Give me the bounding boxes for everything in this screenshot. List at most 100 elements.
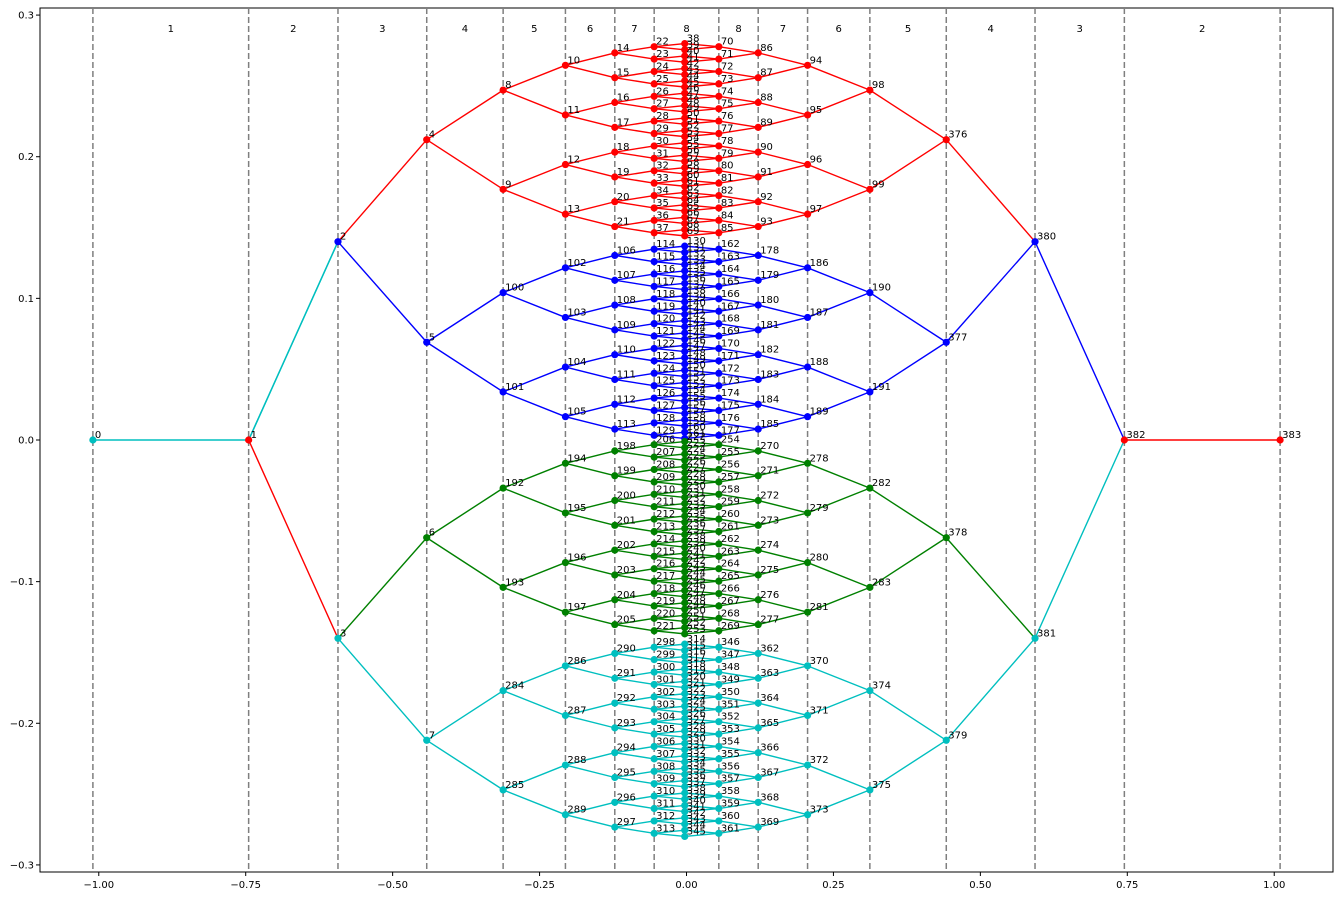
node-marker [611, 798, 619, 806]
node-marker [715, 245, 723, 253]
node-label: 15 [617, 68, 630, 79]
node-label: 147 [687, 342, 706, 353]
node-label: 238 [687, 531, 706, 542]
node-marker [681, 335, 689, 343]
node-marker [715, 656, 723, 664]
node-label: 25 [656, 74, 669, 85]
node-label: 286 [567, 656, 586, 667]
node-label: 41 [687, 52, 700, 63]
edge-line [614, 45, 655, 54]
node-label: 78 [721, 136, 734, 147]
edge-line [684, 207, 719, 212]
node-label: 222 [687, 432, 706, 443]
edge-line [654, 270, 685, 275]
edge-line [684, 129, 719, 135]
node-label: 131 [687, 242, 706, 253]
node-label: 50 [687, 108, 700, 119]
node-label: 254 [721, 435, 740, 446]
edge-line [654, 614, 685, 620]
node-marker [650, 643, 658, 651]
node-label: 34 [656, 186, 669, 197]
edge-line [614, 795, 655, 803]
edge-line [684, 658, 719, 664]
node-label: 298 [656, 637, 675, 648]
edge-line [684, 394, 719, 399]
node-label: 40 [687, 46, 700, 57]
edge-line [502, 789, 566, 816]
node-marker [754, 301, 762, 309]
node-marker [650, 829, 658, 837]
node-label: 242 [687, 556, 706, 567]
edge-line [718, 422, 759, 430]
node-label: 279 [810, 503, 829, 514]
node-marker [715, 589, 723, 598]
node-marker [561, 111, 570, 119]
node-label: 268 [721, 608, 740, 619]
node-marker [650, 229, 658, 237]
node-label: 234 [687, 506, 706, 517]
node-label: 375 [872, 780, 891, 791]
stage-label: 4 [987, 24, 993, 35]
node-marker [681, 46, 689, 54]
stage-label: 2 [290, 24, 296, 35]
node-label: 14 [617, 43, 630, 54]
node-label: 358 [721, 786, 740, 797]
node-marker [754, 425, 762, 433]
edge-line [614, 322, 655, 331]
node-label: 68 [687, 220, 700, 231]
node-label: 159 [687, 416, 706, 427]
edge-line [614, 599, 655, 607]
edge-line [684, 216, 719, 222]
node-label: 359 [721, 799, 740, 810]
edge-line [718, 120, 759, 129]
edge-line [654, 655, 685, 661]
edge-line [654, 829, 685, 835]
node-marker [715, 577, 723, 585]
node-label: 94 [810, 55, 823, 66]
edge-line [758, 665, 808, 679]
node-label: 225 [687, 450, 706, 461]
node-marker [611, 620, 619, 629]
edge-line [718, 378, 759, 387]
node-label: 259 [721, 497, 740, 508]
node-marker [715, 627, 723, 635]
edge-line [654, 67, 685, 73]
node-marker [681, 242, 689, 250]
node-label: 271 [760, 466, 779, 477]
edge-line [654, 543, 685, 548]
edge-line [807, 789, 871, 816]
edge-line [684, 506, 719, 511]
node-label: 196 [567, 553, 586, 564]
edge-line [502, 665, 566, 692]
node-marker [650, 307, 658, 315]
edge-line [654, 807, 685, 813]
node-label: 349 [721, 674, 740, 685]
node-marker [681, 403, 689, 411]
node-marker [1031, 238, 1039, 246]
node-marker [754, 198, 762, 206]
node-label: 330 [687, 733, 706, 744]
node-label: 67 [687, 213, 700, 224]
node-marker [611, 123, 619, 131]
node-marker [681, 70, 689, 79]
edge-line [718, 450, 759, 458]
node-marker [681, 157, 689, 166]
node-label: 316 [687, 647, 706, 658]
edge-line [654, 55, 685, 60]
node-marker [754, 496, 762, 505]
node-marker [803, 761, 812, 769]
edge-line [684, 285, 719, 291]
node-label: 98 [872, 80, 885, 91]
node-marker [754, 447, 762, 455]
node-label: 52 [687, 120, 700, 131]
node-marker [650, 117, 658, 125]
node-label: 81 [721, 173, 734, 184]
node-label: 245 [687, 574, 706, 585]
edge-line [654, 506, 685, 511]
edge-line [614, 450, 655, 458]
edge-line [654, 245, 685, 250]
node-label: 239 [687, 537, 706, 548]
node-marker [681, 518, 689, 526]
node-marker [650, 142, 658, 150]
node-label: 197 [567, 602, 586, 613]
